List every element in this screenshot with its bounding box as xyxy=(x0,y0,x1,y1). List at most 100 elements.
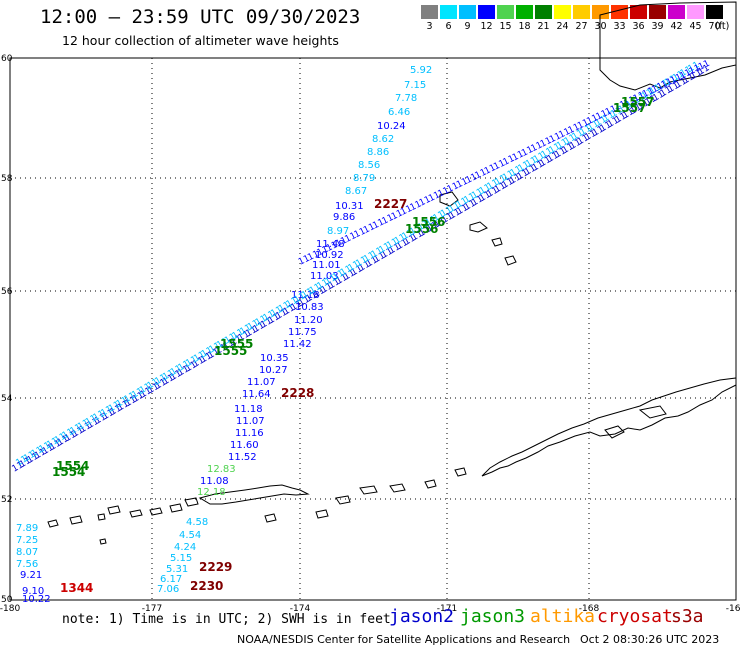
dense-track-mark: 11 xyxy=(99,404,114,418)
swh-label: 5.31 xyxy=(166,564,188,575)
swh-label: 7.78 xyxy=(395,93,417,104)
legend-label: 15 xyxy=(499,21,512,32)
dense-track-mark: 11 xyxy=(357,260,372,274)
dense-track-mark: 11 xyxy=(370,246,385,260)
lat-label: 58 xyxy=(1,174,13,184)
legend-swatch xyxy=(668,5,685,19)
dense-track-mark: 11 xyxy=(644,94,659,108)
dense-track-mark: 11 xyxy=(548,131,563,145)
dense-track-mark: 11 xyxy=(191,356,206,370)
swh-label: 10.83 xyxy=(295,302,324,313)
swh-label: 11.42 xyxy=(283,339,312,350)
lon-label: -165 xyxy=(726,604,740,614)
swh-label: 11.08 xyxy=(200,476,229,487)
land-shape xyxy=(129,509,143,518)
legend-label: 39 xyxy=(651,21,664,32)
dense-track-mark: 11 xyxy=(409,199,424,213)
dense-track-mark: 11 xyxy=(381,213,396,227)
dense-track-mark: 11 xyxy=(697,59,712,73)
legend-swatch xyxy=(630,5,647,19)
dense-track-mark: 11 xyxy=(669,72,684,86)
dense-track-mark: 11 xyxy=(146,377,161,391)
dense-track-mark: 11 xyxy=(433,216,448,230)
dense-track-mark: 11 xyxy=(632,92,647,106)
legend-swatch xyxy=(421,5,438,19)
time-label: 1555 xyxy=(214,344,247,358)
dense-track-mark: 11 xyxy=(108,404,123,418)
dense-track-mark: 11 xyxy=(493,173,508,187)
dense-track-mark: 11 xyxy=(464,172,479,186)
time-label: 2228 xyxy=(281,386,314,400)
grid-lines xyxy=(10,58,736,600)
dense-track-mark: 11 xyxy=(101,408,116,422)
land-shape xyxy=(169,503,183,513)
swh-label: 10.35 xyxy=(260,353,289,364)
land-shape xyxy=(439,191,459,207)
dense-track-mark: 11 xyxy=(316,278,331,292)
dense-track-mark: 11 xyxy=(641,86,656,100)
dense-track-mark: 11 xyxy=(648,83,663,97)
dense-track-mark: 11 xyxy=(410,229,425,243)
dense-track-mark: 11 xyxy=(609,105,624,119)
dense-track-mark: 11 xyxy=(297,294,312,308)
dense-track-mark: 11 xyxy=(401,228,416,242)
land-shape xyxy=(389,483,406,493)
dense-track-mark: 11 xyxy=(385,237,400,251)
dense-track-mark: 11 xyxy=(632,90,647,104)
legend-swatch xyxy=(611,5,628,19)
land-shape xyxy=(47,519,59,528)
dense-track-mark: 11 xyxy=(199,351,214,365)
swh-label: 11.48 xyxy=(316,239,345,250)
land-shape xyxy=(604,425,625,439)
dense-track-mark: 11 xyxy=(492,158,507,172)
coastline xyxy=(47,1,737,545)
dense-track-mark: 11 xyxy=(362,250,377,264)
dense-track-mark: 11 xyxy=(532,151,547,165)
swh-label: 9.21 xyxy=(20,570,42,581)
dense-track-mark: 11 xyxy=(61,427,76,441)
dense-track-mark: 11 xyxy=(508,172,523,186)
dense-track-mark: 11 xyxy=(252,321,267,335)
dense-track-mark: 11 xyxy=(578,124,593,138)
time-label: 1556 xyxy=(412,215,445,229)
dense-track-mark: 11 xyxy=(154,377,169,391)
dense-track-mark: 11 xyxy=(78,421,93,435)
swh-label: 11.01 xyxy=(312,260,341,271)
swh-label: 4.24 xyxy=(174,542,196,553)
time-label: 1556 xyxy=(405,222,438,236)
dense-track-mark: 11 xyxy=(153,373,168,387)
legend-label: 6 xyxy=(445,21,452,32)
dense-track-mark: 11 xyxy=(500,177,515,191)
dense-track-mark: 11 xyxy=(625,96,640,110)
dense-track-mark: 11 xyxy=(586,119,601,133)
dense-track-mark: 11 xyxy=(387,242,402,256)
time-label: 1554 xyxy=(56,459,89,473)
dense-track: 1111111111111111111111111111111111111111… xyxy=(10,63,711,474)
dense-track-mark: 11 xyxy=(169,364,184,378)
map-frame xyxy=(9,57,737,601)
legend-label: 36 xyxy=(632,21,645,32)
dense-track-mark: 11 xyxy=(71,425,86,439)
lat-label: 52 xyxy=(1,495,12,505)
land-shape xyxy=(424,479,437,489)
dense-track-mark: 11 xyxy=(614,111,629,125)
dense-track-mark: 11 xyxy=(306,249,321,263)
dense-track-mark: 11 xyxy=(353,226,368,240)
dense-track-mark: 11 xyxy=(486,178,501,192)
dense-track-mark: 11 xyxy=(297,254,312,268)
dense-track-mark: 11 xyxy=(470,194,485,208)
dense-track-mark: 11 xyxy=(184,360,199,374)
dense-track-mark: 11 xyxy=(316,245,331,259)
time-label: 1555 xyxy=(220,337,253,351)
dense-track-mark: 11 xyxy=(681,72,696,86)
dense-track-mark: 11 xyxy=(161,373,176,387)
dense-track-mark: 11 xyxy=(688,63,703,77)
dense-track-mark: 11 xyxy=(436,186,451,200)
dense-track-mark: 11 xyxy=(598,120,613,134)
legend-label: 42 xyxy=(670,21,683,32)
land-shape xyxy=(638,405,667,419)
footer-note: note: 1) Time is in UTC; 2) SWH is in fe… xyxy=(62,612,391,627)
lon-label: -177 xyxy=(142,604,162,614)
legend-label: 18 xyxy=(518,21,531,32)
dense-track: 1111111111111111111111111111111111111111… xyxy=(297,59,712,268)
